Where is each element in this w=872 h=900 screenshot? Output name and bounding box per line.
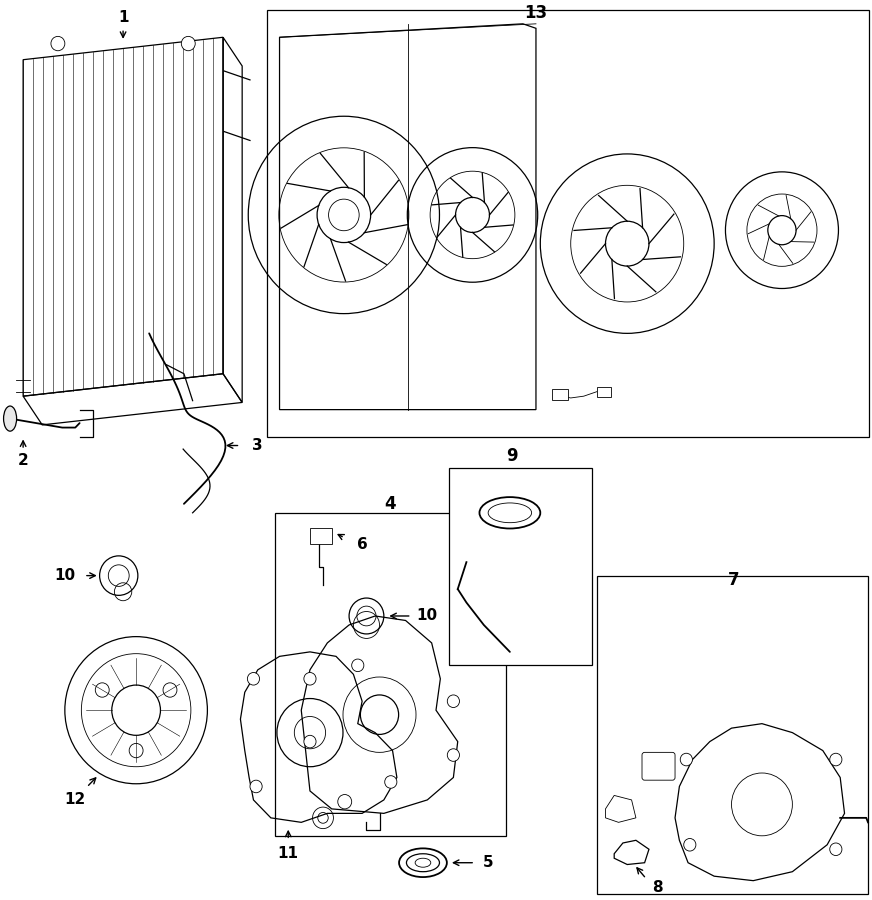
Text: 8: 8 [652,880,663,896]
Text: 6: 6 [357,536,367,552]
Circle shape [250,780,262,793]
Circle shape [65,636,208,784]
Text: 9: 9 [506,447,517,465]
Text: 11: 11 [278,846,299,861]
Text: 13: 13 [524,4,548,22]
Text: 4: 4 [385,495,396,513]
Circle shape [605,221,649,266]
Bar [449,468,592,665]
Text: 3: 3 [253,438,263,453]
Circle shape [163,683,177,698]
Bar [596,576,868,894]
Circle shape [385,776,397,788]
Bar [596,387,610,397]
Circle shape [129,743,143,758]
Circle shape [680,753,692,766]
Bar [276,513,506,836]
Circle shape [51,36,65,50]
Circle shape [684,839,696,851]
Text: 10: 10 [417,608,438,624]
Circle shape [351,659,364,671]
Text: 5: 5 [483,855,494,870]
Ellipse shape [3,406,17,431]
Circle shape [830,753,842,766]
Circle shape [447,695,460,707]
Circle shape [447,749,460,761]
Circle shape [95,683,109,698]
Text: 12: 12 [65,792,86,807]
Bar [310,528,331,544]
Bar [267,11,869,436]
Ellipse shape [399,849,446,878]
Circle shape [830,843,842,856]
Circle shape [303,672,316,685]
FancyBboxPatch shape [642,752,675,780]
Text: 7: 7 [728,572,740,590]
Ellipse shape [406,854,439,872]
Circle shape [181,36,195,50]
Circle shape [317,187,371,243]
Circle shape [303,735,316,748]
Text: 10: 10 [54,568,75,583]
Text: 2: 2 [17,454,29,468]
Text: 1: 1 [118,10,128,25]
Circle shape [248,672,260,685]
Circle shape [455,197,489,232]
Circle shape [768,216,796,245]
Ellipse shape [415,859,431,868]
Bar [553,389,569,400]
